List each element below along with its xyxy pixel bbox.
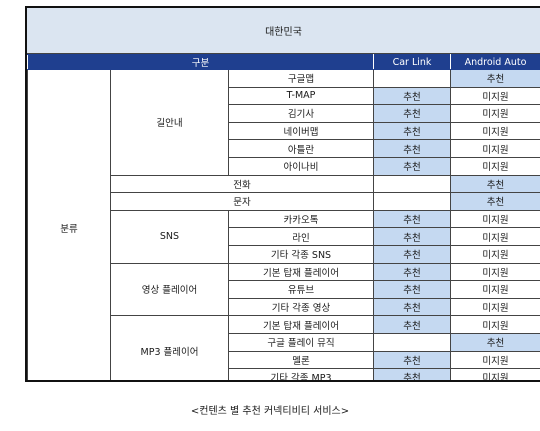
table-caption: <컨텐츠 별 추천 커넥티비티 서비스> xyxy=(190,406,350,417)
table-row: 김기사 추천 미지원 xyxy=(28,104,540,123)
table-row: 기타 각종 MP3 추천 미지원 xyxy=(28,368,540,380)
column-header-row: 구분 Car Link Android Auto xyxy=(27,54,540,70)
app-name: 라인 xyxy=(227,227,375,246)
carlink-cell: 추천 xyxy=(373,104,452,123)
app-name: 김기사 xyxy=(227,104,375,123)
app-name: 기본 탑재 플레이어 xyxy=(227,315,375,334)
table-row: 네이버맵 추천 미지원 xyxy=(28,121,540,141)
app-name: T-MAP xyxy=(227,86,375,106)
android-cell: 추천 xyxy=(450,69,540,88)
android-cell: 미지원 xyxy=(450,227,540,246)
carlink-cell: 추천 xyxy=(373,262,452,282)
table-row: MP3 플레이어 기본 탑재 플레이어 추천 미지원 xyxy=(28,315,540,380)
section-sns: SNS xyxy=(110,209,229,264)
android-cell: 미지원 xyxy=(450,104,540,123)
table-row: 전화 추천 xyxy=(28,174,540,194)
app-name: 아이나비 xyxy=(227,156,375,176)
android-cell: 미지원 xyxy=(450,139,540,158)
android-cell: 미지원 xyxy=(450,156,540,176)
android-cell: 미지원 xyxy=(450,121,540,141)
section-nav: 길안내 xyxy=(110,69,229,176)
table-row: 라인 추천 미지원 xyxy=(28,227,540,246)
table-row: 기타 각종 SNS 추천 미지원 xyxy=(28,244,540,264)
android-cell: 미지원 xyxy=(450,315,540,334)
country-label: 대한민국 xyxy=(265,27,302,38)
carlink-cell: 추천 xyxy=(373,280,452,299)
android-cell: 미지원 xyxy=(450,86,540,106)
carlink-cell: 추천 xyxy=(373,156,452,176)
header-category: 구분 xyxy=(27,54,375,70)
section-video: 영상 플레이어 xyxy=(110,262,229,317)
carlink-cell: 추천 xyxy=(373,350,452,370)
android-cell: 추천 xyxy=(450,174,540,194)
app-name: 멜론 xyxy=(227,350,375,370)
android-cell: 미지원 xyxy=(450,368,540,380)
android-cell: 미지원 xyxy=(450,350,540,370)
android-cell: 미지원 xyxy=(450,262,540,282)
app-name: 구글맵 xyxy=(227,69,375,88)
carlink-cell: 추천 xyxy=(373,121,452,141)
table-row: T-MAP 추천 미지원 xyxy=(28,86,540,106)
country-header: 대한민국 xyxy=(27,8,540,54)
app-name: 기타 각종 영상 xyxy=(227,297,375,317)
app-name: 문자 xyxy=(109,192,375,211)
header-carlink: Car Link xyxy=(373,54,452,70)
carlink-cell xyxy=(373,174,452,194)
app-name: 유튜브 xyxy=(227,280,375,299)
android-cell: 미지원 xyxy=(450,244,540,264)
section-mp3: MP3 플레이어 xyxy=(110,315,229,380)
app-name: 네이버맵 xyxy=(227,121,375,141)
carlink-cell xyxy=(373,332,452,352)
carlink-cell xyxy=(373,69,452,88)
carlink-cell: 추천 xyxy=(373,86,452,106)
carlink-cell: 추천 xyxy=(373,139,452,158)
table-row: 구글 플레이 뮤직 추천 xyxy=(28,332,540,352)
app-name: 전화 xyxy=(109,174,375,194)
header-android-auto: Android Auto xyxy=(450,54,540,70)
carlink-cell: 추천 xyxy=(373,244,452,264)
table-row: 문자 추천 xyxy=(28,192,540,211)
android-cell: 미지원 xyxy=(450,297,540,317)
carlink-cell: 추천 xyxy=(373,209,452,229)
connectivity-table: 구분 Car Link Android Auto 분류 길안내 구글맵 추천 T… xyxy=(27,54,540,380)
android-cell: 미지원 xyxy=(450,209,540,229)
app-name: 기본 탑재 플레이어 xyxy=(227,262,375,282)
carlink-cell: 추천 xyxy=(373,315,452,334)
app-name: 기타 각종 MP3 xyxy=(227,368,375,380)
table-row: 아이나비 추천 미지원 xyxy=(28,156,540,176)
carlink-cell: 추천 xyxy=(373,297,452,317)
android-cell: 추천 xyxy=(450,332,540,352)
group-label: 분류 xyxy=(27,69,111,380)
app-name: 카카오톡 xyxy=(227,209,375,229)
android-cell: 미지원 xyxy=(450,280,540,299)
app-name: 구글 플레이 뮤직 xyxy=(227,332,375,352)
android-cell: 추천 xyxy=(450,192,540,211)
carlink-cell xyxy=(373,192,452,211)
table-row: 유튜브 추천 미지원 xyxy=(28,280,540,299)
carlink-cell: 추천 xyxy=(373,368,452,380)
table-row: 분류 길안내 구글맵 추천 xyxy=(27,69,540,380)
app-name: 아틀란 xyxy=(227,139,375,158)
table-row: 기타 각종 영상 추천 미지원 xyxy=(28,297,540,317)
comparison-table-frame: 대한민국 구분 Car Link Android Auto 분류 길안내 구글맵… xyxy=(25,6,540,382)
app-name: 기타 각종 SNS xyxy=(227,244,375,264)
carlink-cell: 추천 xyxy=(373,227,452,246)
